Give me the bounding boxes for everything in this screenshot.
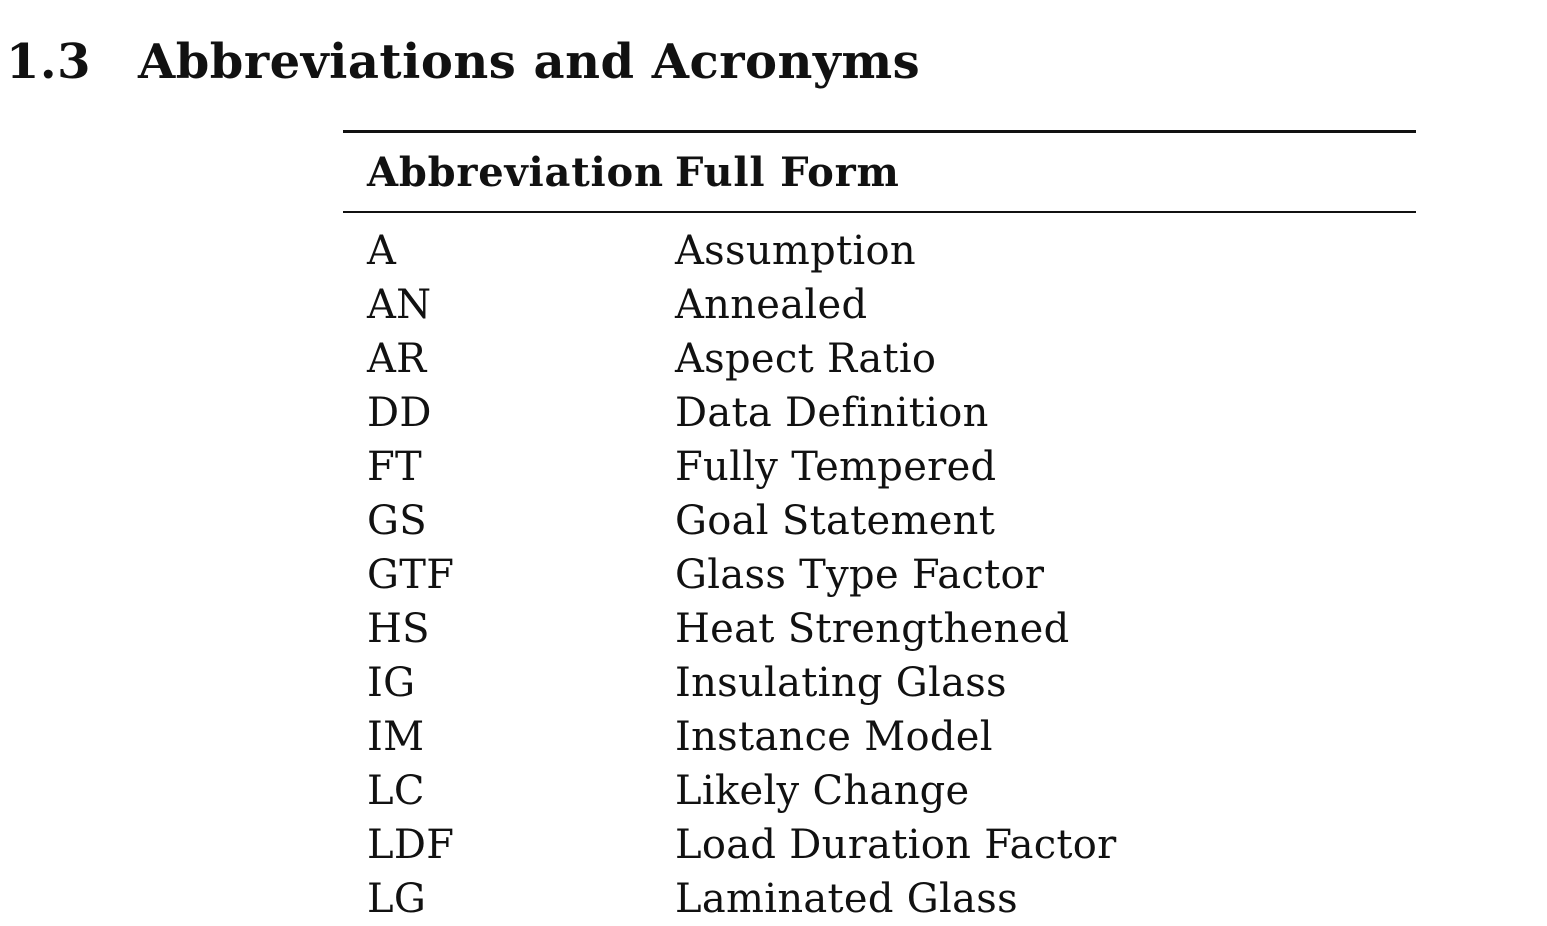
abbreviation-cell: LC (367, 768, 425, 814)
table-row: HS Heat Strengthened (343, 602, 1416, 656)
abbreviations-table: Abbreviation Full Form A Assumption AN Anne… (343, 130, 1416, 926)
abbreviation-cell: AR (367, 336, 427, 382)
table-row: LC Likely Change (343, 764, 1416, 818)
full-form-cell: Glass Type Factor (675, 552, 1045, 598)
table-row: LDF Load Duration Factor (343, 818, 1416, 872)
abbreviation-cell: IM (367, 714, 425, 760)
full-form-cell: Annealed (675, 282, 868, 328)
abbreviation-cell: LG (367, 876, 427, 922)
abbreviation-cell: LDF (367, 822, 455, 868)
abbreviation-cell: AN (367, 282, 432, 328)
table-row: GTF Glass Type Factor (343, 548, 1416, 602)
table-row: AN Annealed (343, 278, 1416, 332)
section-heading: 1.3 Abbreviations and Acronyms (6, 32, 920, 92)
full-form-cell: Goal Statement (675, 498, 996, 544)
section-number: 1.3 (6, 34, 92, 91)
table-row: IG Insulating Glass (343, 656, 1416, 710)
table-row: DD Data Definition (343, 386, 1416, 440)
table-top-rule (343, 130, 1416, 133)
abbreviation-cell: IG (367, 660, 416, 706)
table-header-row: Abbreviation Full Form (343, 133, 1416, 211)
section-title: Abbreviations and Acronyms (138, 34, 921, 91)
full-form-cell: Fully Tempered (675, 444, 997, 490)
table-row: IM Instance Model (343, 710, 1416, 764)
full-form-cell: Load Duration Factor (675, 822, 1117, 868)
full-form-cell: Instance Model (675, 714, 993, 760)
abbreviation-cell: FT (367, 444, 423, 490)
table-row: FT Fully Tempered (343, 440, 1416, 494)
table-row: LG Laminated Glass (343, 872, 1416, 926)
abbreviation-cell: GTF (367, 552, 455, 598)
full-form-cell: Insulating Glass (675, 660, 1007, 706)
full-form-cell: Assumption (675, 228, 916, 274)
table-row: AR Aspect Ratio (343, 332, 1416, 386)
abbreviation-cell: A (367, 228, 397, 274)
column-header-abbreviation: Abbreviation (367, 148, 664, 196)
table-body: A Assumption AN Annealed AR Aspect Ratio DD Dat… (343, 213, 1416, 926)
table-header-rule (343, 211, 1416, 213)
abbreviation-cell: GS (367, 498, 427, 544)
full-form-cell: Data Definition (675, 390, 989, 436)
full-form-cell: Likely Change (675, 768, 970, 814)
abbreviation-cell: HS (367, 606, 430, 652)
full-form-cell: Laminated Glass (675, 876, 1018, 922)
full-form-cell: Aspect Ratio (675, 336, 937, 382)
table-row: GS Goal Statement (343, 494, 1416, 548)
full-form-cell: Heat Strengthened (675, 606, 1070, 652)
abbreviation-cell: DD (367, 390, 432, 436)
column-header-full-form: Full Form (675, 148, 900, 196)
table-row: A Assumption (343, 224, 1416, 278)
